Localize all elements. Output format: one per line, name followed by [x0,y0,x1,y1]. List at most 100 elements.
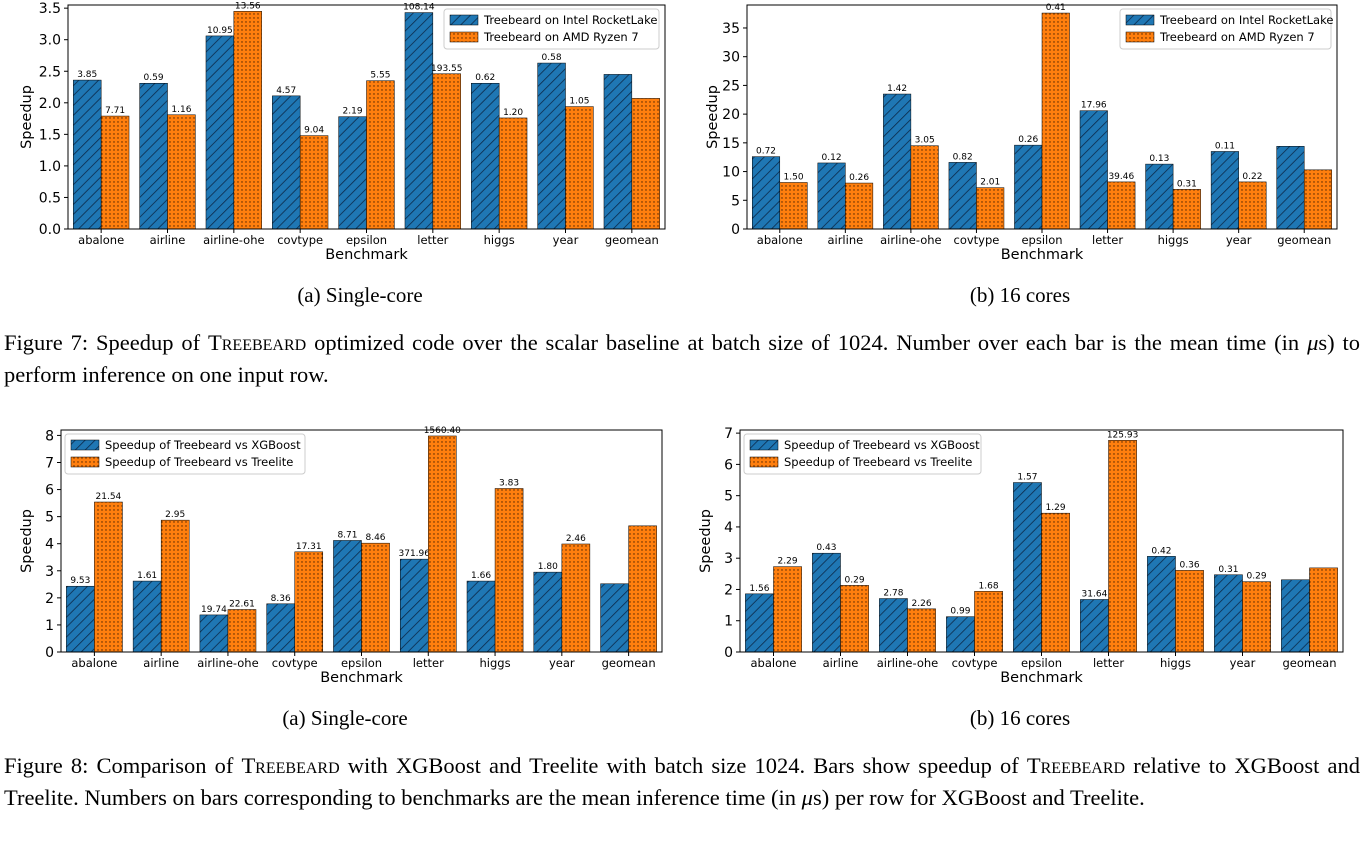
bar-series2-letter [1108,440,1137,653]
bar-data-label: 39.46 [1108,172,1134,182]
bar-series2-geomean [1303,169,1333,230]
bar-data-label: 0.13 [1149,154,1169,164]
bar-data-label: 1.29 [1046,503,1066,513]
bar-series2-airline [160,519,190,653]
bar-series2-letter [1107,181,1136,230]
y-tick-label: 2.0 [39,96,61,112]
legend-entry-label: Treebeard on AMD Ryzen 7 [483,30,639,44]
bar-data-label: 3.05 [915,136,935,146]
x-tick-label: epsilon [341,656,382,670]
bar-series2-airline [845,182,874,230]
y-tick-label: 0.5 [39,190,61,206]
system-name: Treebeard [208,330,307,355]
system-name: Treebeard [241,753,340,778]
y-tick-label: 3.5 [39,1,61,17]
legend-box [443,8,660,50]
mu-symbol: μ [801,785,813,810]
y-tick-label: 1.5 [39,127,61,143]
figure-8-caption: Figure 8: Comparison of Treebeard with X… [4,750,1360,814]
caption-text: s) per row for XGBoost and Treelite. [812,785,1145,810]
caption-text: Figure 8: Comparison of [4,753,242,778]
legend: Speedup of Treebeard vs XGBoost Speedup o… [64,433,306,475]
y-tick-label: 0 [724,645,733,661]
bar-data-label: 1.68 [979,581,999,591]
bar-data-label: 1.20 [503,108,523,118]
bar-data-label: 1560.40 [424,426,461,436]
y-axis-label: Speedup [705,85,721,149]
bar-series1-abalone [751,156,781,230]
bar-series1-airline [817,162,846,230]
legend-entry-label: Speedup of Treebeard vs XGBoost [105,438,301,452]
y-axis-label: Speedup [698,509,714,573]
bar-series1-letter [1080,599,1109,653]
legend-swatch [70,456,100,468]
y-tick-label: 5 [724,489,733,505]
legend-swatch [449,14,479,26]
bar-series2-year [1238,181,1267,230]
bar-data-label: 13.56 [235,1,261,11]
bar-series2-airline-ohe [910,145,939,230]
bar-series1-year [533,571,563,653]
bar-series1-year [1214,574,1243,653]
y-tick-label: 30 [722,50,740,66]
caption-text: relative to XGBoost and Treelite. Number… [4,753,1360,810]
bar-series2-covtype [976,187,1005,230]
x-tick-label: year [1226,233,1252,247]
bar-series2-abalone [779,182,808,230]
y-tick-label: 1 [724,614,733,630]
x-tick-label: abalone [751,656,797,670]
legend: Treebeard on Intel RocketLake Treebeard o… [1119,8,1333,50]
bar-data-label: 2.78 [883,589,903,599]
y-tick-label: 5 [45,510,54,526]
bar-data-label: 2.95 [165,510,185,520]
bar-data-label: 0.82 [953,152,973,162]
bar-series2-abalone [100,115,130,230]
bar-series1-abalone [73,79,102,230]
legend-box [64,433,306,475]
x-tick-label: epsilon [1021,233,1062,247]
bar-data-label: 0.31 [1218,565,1238,575]
chart-fig7a-single-core: 3.85 0.59 10.95 4.57 2.19 108.14 0.62 0.58 7.71 1… [19,1,666,263]
bar-series2-letter [428,435,457,653]
bar-data-label: 2.19 [343,107,363,117]
bar-series1-letter [404,12,434,230]
x-tick-label: covtype [277,233,323,247]
x-tick-label: letter [1092,233,1123,247]
legend: Speedup of Treebeard vs XGBoost Speedup o… [743,433,982,475]
y-tick-label: 3.0 [39,33,61,49]
x-tick-label: geomean [602,656,656,670]
y-tick-label: 1.0 [39,159,61,175]
legend-entry-label: Speedup of Treebeard vs Treelite [105,455,293,469]
y-tick-label: 3 [724,551,733,567]
y-tick-label: 7 [724,426,733,442]
bar-series1-higgs [471,82,500,230]
x-tick-label: higgs [1160,656,1191,670]
x-tick-label: higgs [480,656,511,670]
x-tick-label: covtype [954,233,1000,247]
bar-data-label: 0.26 [849,173,869,183]
bar-data-label: 21.54 [96,492,122,502]
bar-data-label: 9.04 [304,126,324,136]
y-axis-label: Speedup [19,509,35,573]
legend-swatch [449,31,479,43]
bar-data-label: 9.53 [70,576,90,586]
bar-series2-letter [432,73,461,230]
y-tick-label: 5 [731,193,740,209]
y-tick-label: 8 [45,428,54,444]
bar-data-label: 0.29 [845,575,865,585]
bar-series2-epsilon [1041,12,1070,230]
y-tick-label: 3 [45,564,54,580]
bar-data-label: 17.31 [296,542,322,552]
bar-series1-geomean [1276,146,1305,230]
subcaption-fig7a: (a) Single-core [297,283,423,307]
bar-series2-geomean [631,98,660,230]
y-tick-label: 20 [722,107,740,123]
bar-data-label: 0.58 [542,53,562,63]
bar-series2-epsilon [361,542,390,653]
bar-series1-geomean [1281,579,1310,653]
legend-box [743,433,982,475]
bar-data-label: 22.61 [229,599,255,609]
bar-series2-geomean [1309,567,1338,653]
legend-entry-label: Speedup of Treebeard vs XGBoost [784,438,980,452]
bar-data-label: 2.46 [566,534,586,544]
